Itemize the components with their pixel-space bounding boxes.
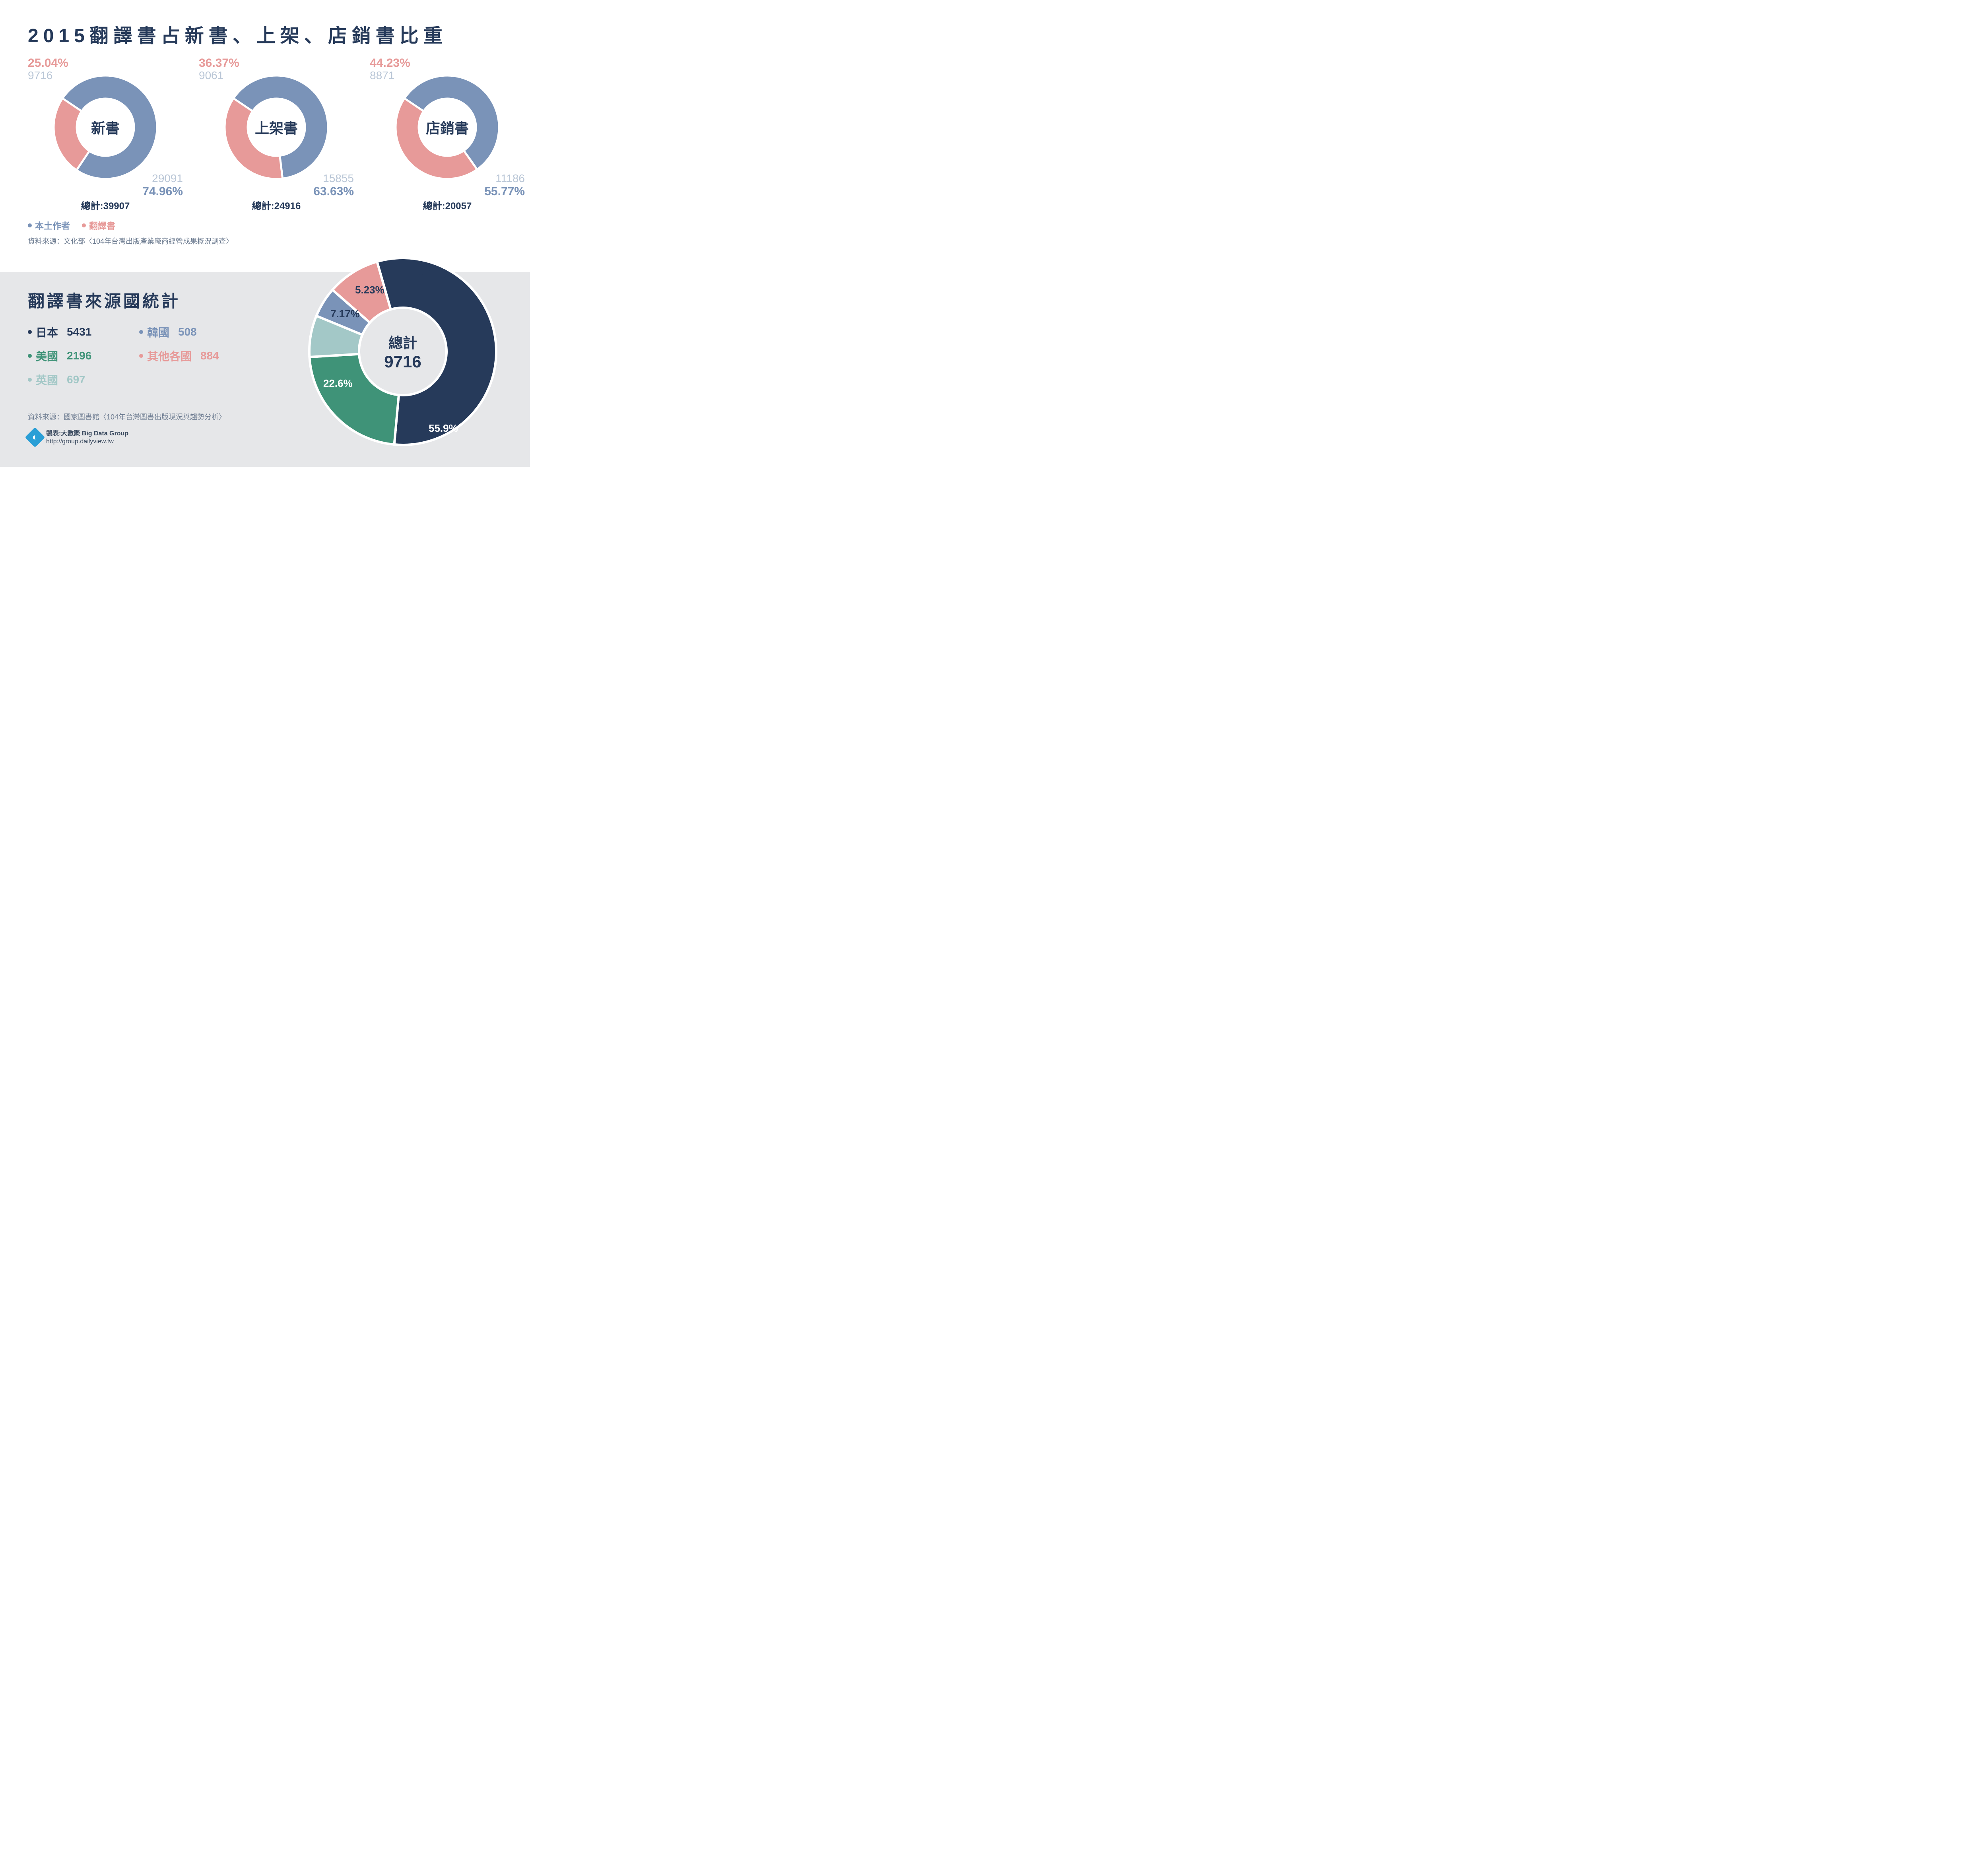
credit: ◐ 製表:大數聚 Big Data Group http://group.dai… [28,430,278,445]
country-value: 2196 [67,349,91,362]
legend-translated: 翻譯書 [82,219,115,232]
country-name: 英國 [36,372,58,388]
legend-label-local: 本土作者 [35,219,70,232]
donut-block: 新書25.04%97162909174.96% 總計:39907 [28,60,183,212]
lower-section: 翻譯書來源國統計 日本 5431 韓國 508 美國 2196 其他各國 884 英國 697 資… [0,272,530,467]
bullet-icon [28,378,32,382]
donut-pink-label: 36.37%9061 [199,56,239,82]
credit-line2: http://group.dailyview.tw [46,438,128,445]
country-name: 美國 [36,348,58,364]
source-bottom: 資料來源：國家圖書館〈104年台灣圖書出版現況與趨勢分析〉 [28,411,278,422]
country-name: 日本 [36,324,58,340]
big-donut-center: 總計 9716 [384,332,421,371]
legend-local: 本土作者 [28,219,70,232]
donut-center-label: 店銷書 [426,117,469,138]
legend-dot-local [28,223,32,227]
bullet-icon [28,330,32,334]
donut-total: 總計:24916 [199,198,354,212]
donut-pink-label: 44.23%8871 [370,56,410,82]
donut-center-label: 新書 [91,117,120,138]
country-value: 884 [200,349,219,362]
legend: 本土作者 翻譯書 [28,219,506,232]
big-donut-pct-label: 7.17% [330,308,360,320]
big-donut-pct-label: 9.10% [419,268,448,280]
legend-dot-translated [82,223,86,227]
country-item: 其他各國 884 [139,348,250,364]
lower-title: 翻譯書來源國統計 [28,288,278,312]
main-title: 2015翻譯書占新書、上架、店銷書比重 [28,20,506,48]
country-name: 其他各國 [147,348,192,364]
big-center-label: 總計 [384,332,421,352]
big-donut: 總計 9716 55.9% 22.6% 7.17% 5.23% 9.10% [295,244,510,459]
big-donut-pct-label: 55.9% [429,422,458,435]
donut-blue-label: 1585563.63% [313,173,354,198]
donut-wrap: 店銷書44.23%88711118655.77% [370,60,525,195]
country-item: 日本 5431 [28,324,139,340]
credit-line1: 製表:大數聚 Big Data Group [46,430,128,438]
big-donut-pct-label: 22.6% [323,377,353,390]
country-grid: 日本 5431 韓國 508 美國 2196 其他各國 884 英國 697 [28,324,278,388]
bullet-icon [139,354,143,358]
country-item: 英國 697 [28,372,139,388]
infographic-container: 2015翻譯書占新書、上架、店銷書比重 新書25.04%97162909174.… [0,0,530,467]
country-name: 韓國 [147,324,169,340]
lower-left: 翻譯書來源國統計 日本 5431 韓國 508 美國 2196 其他各國 884 英國 697 資… [28,288,278,445]
donut-block: 上架書36.37%90611585563.63% 總計:24916 [199,60,354,212]
donut-slice-translated [396,98,477,179]
country-item: 韓國 508 [139,324,250,340]
logo-icon: ◐ [25,427,45,448]
donut-total: 總計:39907 [28,198,183,212]
country-item: 美國 2196 [28,348,139,364]
bullet-icon [139,330,143,334]
donut-block: 店銷書44.23%88711118655.77% 總計:20057 [370,60,525,212]
donut-pink-label: 25.04%9716 [28,56,68,82]
donut-wrap: 上架書36.37%90611585563.63% [199,60,354,195]
donut-row: 新書25.04%97162909174.96% 總計:39907 上架書36.37%… [28,60,506,212]
bullet-icon [28,354,32,358]
donut-blue-label: 1118655.77% [484,173,525,198]
country-value: 508 [178,326,197,338]
legend-label-translated: 翻譯書 [89,219,115,232]
donut-center-label: 上架書 [255,117,298,138]
donut-wrap: 新書25.04%97162909174.96% [28,60,183,195]
country-value: 697 [67,373,85,386]
country-value: 5431 [67,326,91,338]
big-donut-pct-label: 5.23% [355,284,384,296]
donut-blue-label: 2909174.96% [142,173,183,198]
donut-total: 總計:20057 [370,198,525,212]
big-center-value: 9716 [384,352,421,371]
